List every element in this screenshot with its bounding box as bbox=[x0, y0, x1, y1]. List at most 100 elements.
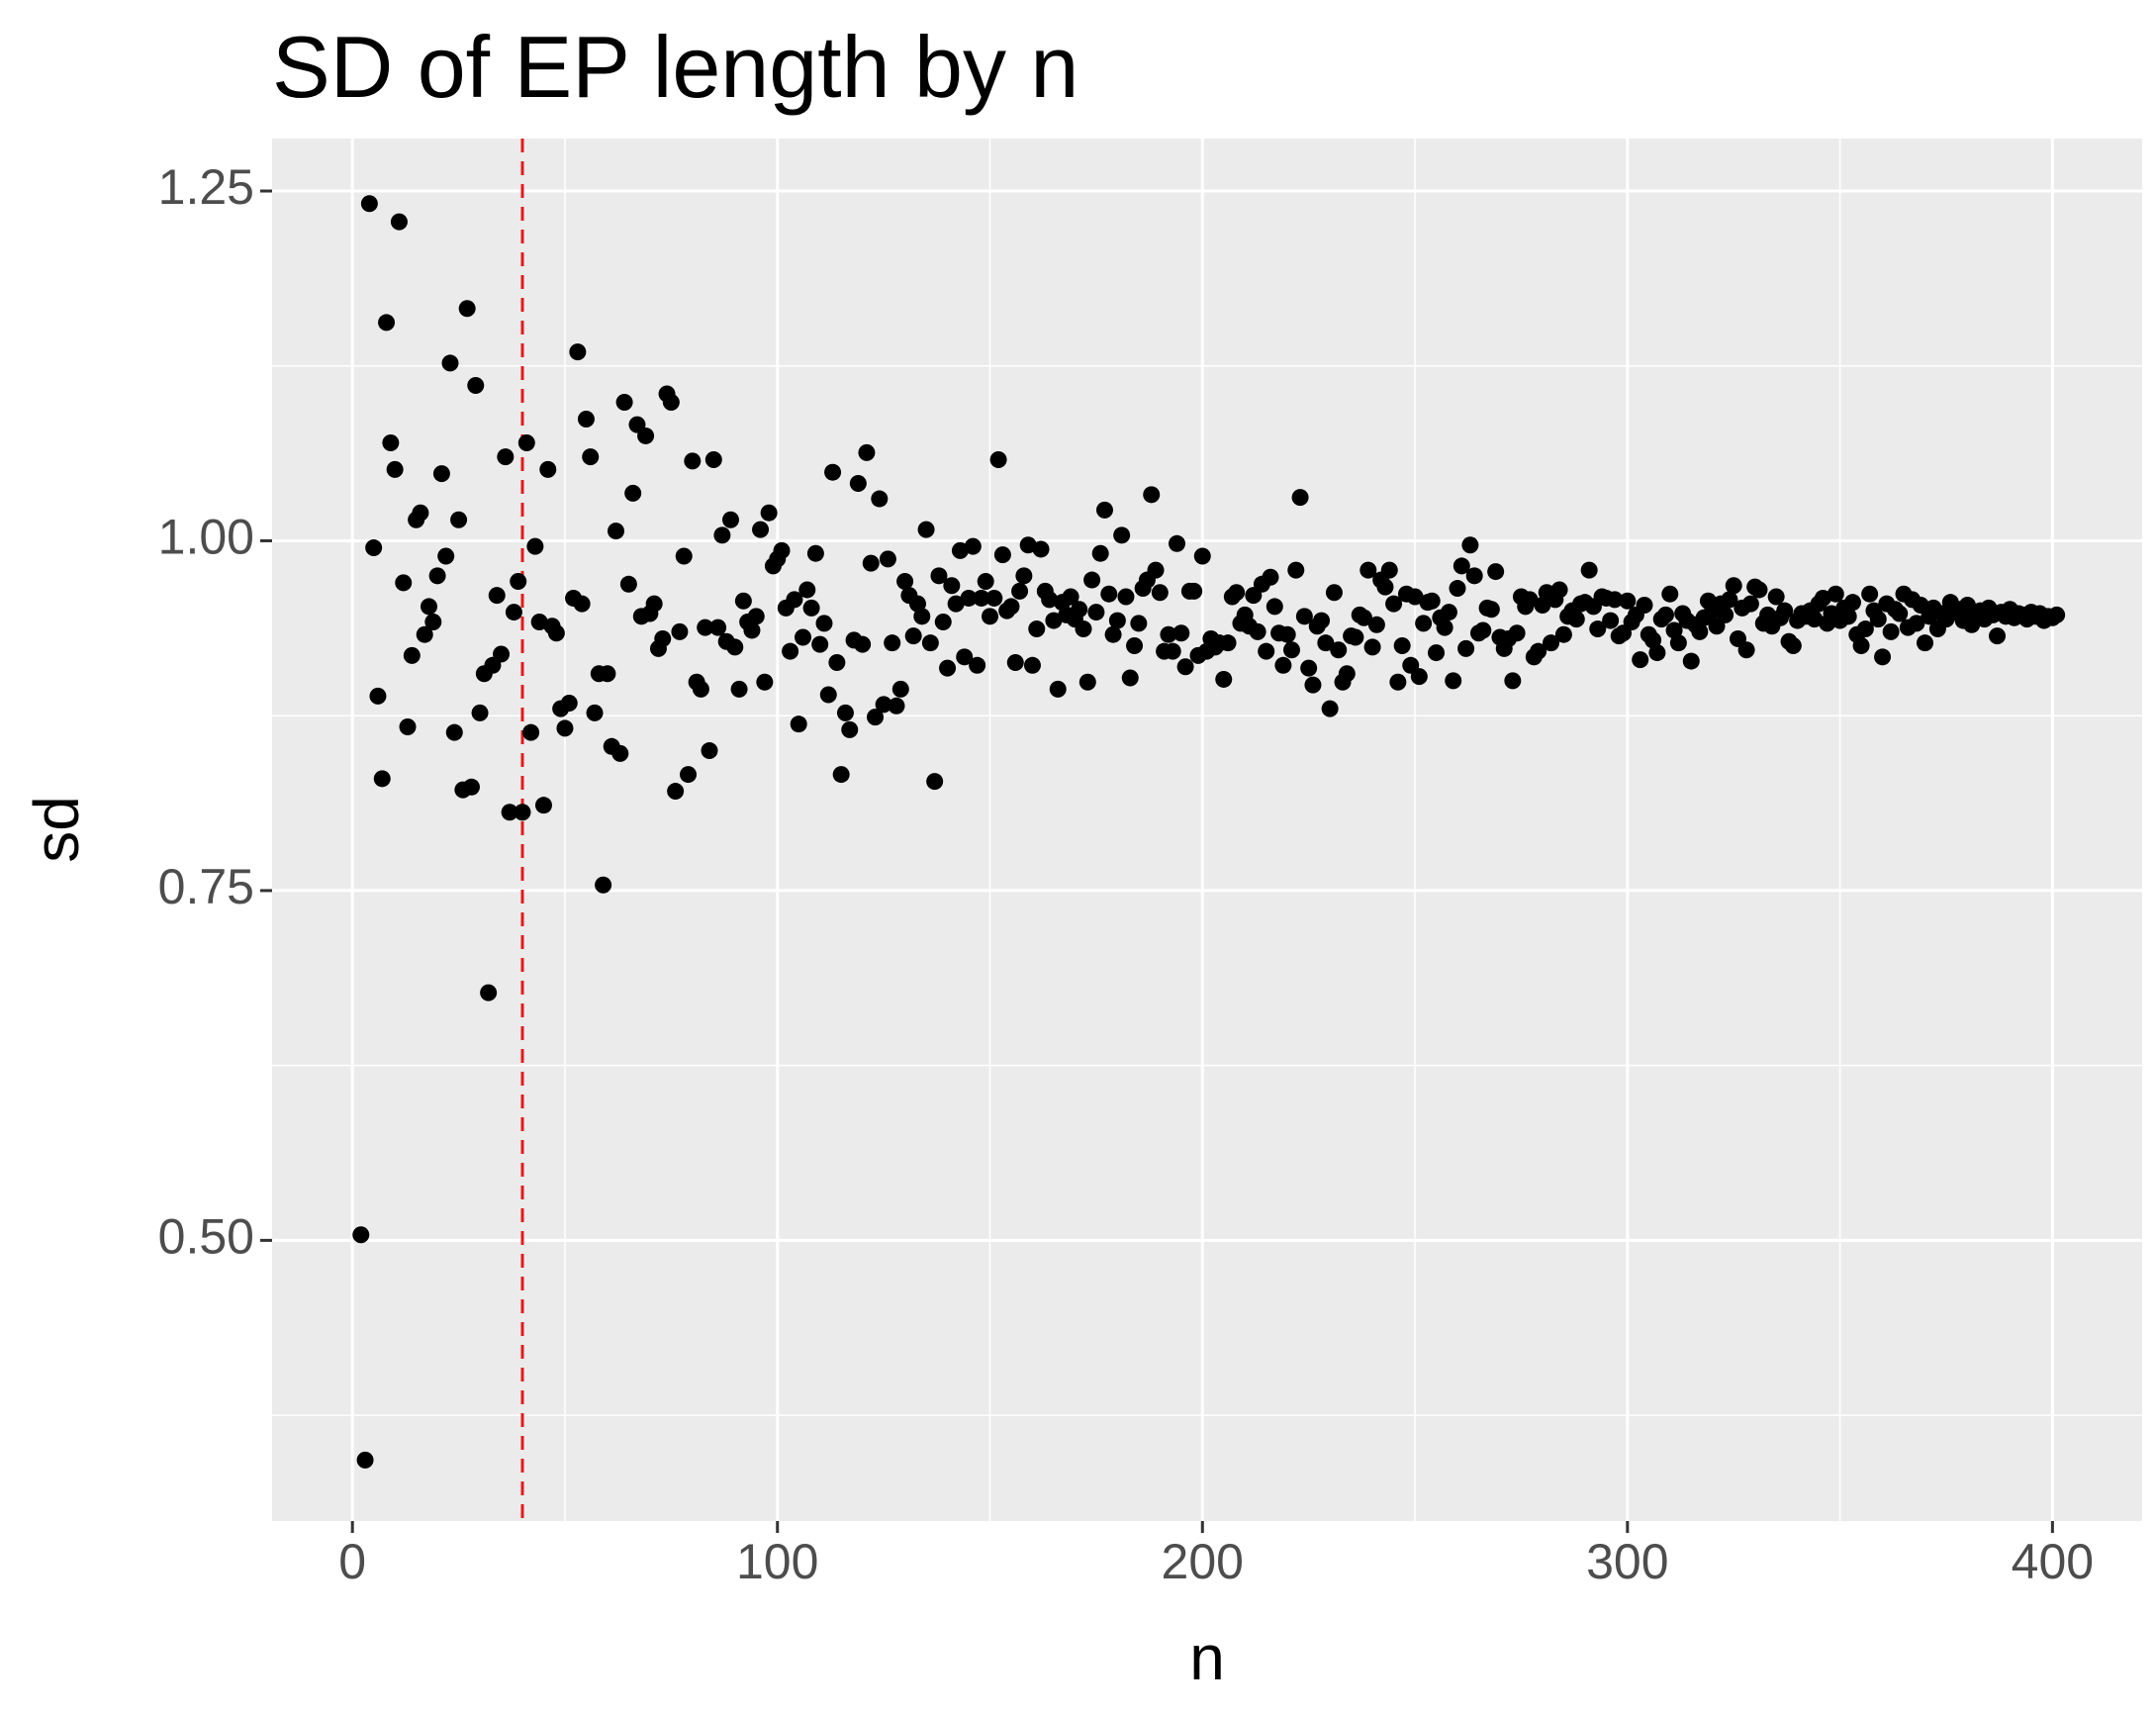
point bbox=[726, 638, 744, 656]
point bbox=[1619, 592, 1637, 610]
point bbox=[1282, 641, 1300, 659]
point bbox=[1215, 670, 1233, 688]
point bbox=[1602, 612, 1620, 629]
point bbox=[1717, 606, 1734, 623]
point bbox=[1917, 634, 1934, 652]
point bbox=[505, 604, 522, 621]
point bbox=[977, 572, 994, 590]
point bbox=[1410, 668, 1428, 686]
point bbox=[1278, 625, 1296, 643]
point bbox=[1006, 653, 1024, 671]
point bbox=[879, 550, 896, 568]
point bbox=[836, 704, 854, 721]
point bbox=[1121, 669, 1139, 687]
point bbox=[1041, 591, 1059, 609]
point bbox=[1691, 622, 1709, 640]
point bbox=[675, 547, 693, 565]
x-tick-label: 300 bbox=[1586, 1534, 1668, 1589]
point bbox=[1313, 612, 1331, 629]
point bbox=[445, 723, 463, 741]
point bbox=[1508, 624, 1526, 642]
y-tick-label: 0.75 bbox=[158, 859, 254, 914]
point bbox=[701, 742, 718, 760]
point bbox=[1453, 557, 1470, 575]
point bbox=[832, 766, 850, 784]
point bbox=[680, 766, 698, 784]
point bbox=[399, 718, 417, 736]
x-tick-label: 100 bbox=[736, 1534, 818, 1589]
point bbox=[1661, 585, 1679, 603]
point bbox=[458, 300, 476, 318]
point bbox=[930, 567, 948, 585]
point bbox=[1002, 598, 1020, 616]
point bbox=[1445, 672, 1462, 690]
point bbox=[1075, 620, 1092, 638]
point bbox=[782, 642, 799, 660]
point bbox=[1011, 582, 1029, 600]
point bbox=[1721, 591, 1738, 609]
point bbox=[884, 634, 901, 652]
point bbox=[615, 394, 633, 412]
panel bbox=[272, 139, 2142, 1521]
point bbox=[1567, 611, 1585, 628]
point bbox=[424, 613, 442, 630]
point bbox=[671, 622, 689, 640]
point bbox=[386, 460, 404, 478]
point bbox=[599, 665, 616, 683]
point bbox=[858, 443, 876, 461]
point bbox=[811, 635, 829, 653]
point bbox=[416, 625, 433, 643]
point bbox=[1028, 620, 1046, 638]
point bbox=[939, 659, 957, 677]
point bbox=[969, 656, 986, 674]
point bbox=[1482, 601, 1500, 619]
point bbox=[1032, 540, 1050, 558]
point bbox=[752, 521, 770, 538]
point bbox=[1015, 567, 1033, 585]
point bbox=[926, 773, 944, 791]
point bbox=[1656, 606, 1674, 623]
point bbox=[1045, 612, 1063, 629]
x-tick-label: 200 bbox=[1162, 1534, 1244, 1589]
point bbox=[1049, 680, 1067, 698]
point bbox=[360, 195, 378, 213]
point bbox=[1530, 642, 1547, 660]
point bbox=[786, 591, 803, 609]
point bbox=[667, 783, 685, 801]
point bbox=[1636, 597, 1653, 615]
chart-title: SD of EP length by n bbox=[272, 18, 1078, 116]
y-tick-label: 0.50 bbox=[158, 1209, 254, 1265]
point bbox=[819, 686, 837, 704]
point bbox=[1449, 580, 1466, 598]
point bbox=[1891, 605, 1909, 622]
point bbox=[871, 490, 889, 508]
y-tick-label: 1.25 bbox=[158, 159, 254, 215]
point bbox=[951, 541, 969, 559]
point bbox=[510, 572, 527, 590]
point bbox=[854, 635, 872, 653]
point bbox=[709, 619, 727, 636]
point bbox=[1325, 584, 1343, 602]
point bbox=[1367, 616, 1385, 633]
point bbox=[747, 608, 765, 625]
point bbox=[943, 577, 961, 595]
point bbox=[1338, 665, 1356, 683]
point bbox=[964, 537, 982, 555]
point bbox=[1300, 659, 1318, 677]
point bbox=[960, 589, 978, 607]
point bbox=[756, 673, 774, 691]
point bbox=[697, 619, 714, 636]
point bbox=[1258, 642, 1275, 660]
point bbox=[480, 984, 498, 1001]
point bbox=[790, 715, 807, 733]
point bbox=[522, 723, 540, 741]
point bbox=[1330, 641, 1348, 659]
point bbox=[493, 645, 511, 663]
point bbox=[1843, 594, 1861, 612]
point bbox=[1363, 638, 1381, 656]
point bbox=[2048, 606, 2066, 623]
point bbox=[1023, 656, 1041, 674]
point bbox=[608, 523, 625, 540]
point bbox=[713, 526, 731, 544]
